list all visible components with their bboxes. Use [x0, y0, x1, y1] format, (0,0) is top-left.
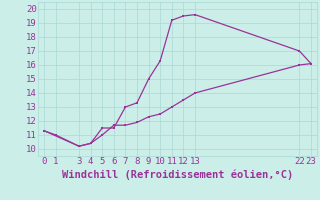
X-axis label: Windchill (Refroidissement éolien,°C): Windchill (Refroidissement éolien,°C) — [62, 169, 293, 180]
